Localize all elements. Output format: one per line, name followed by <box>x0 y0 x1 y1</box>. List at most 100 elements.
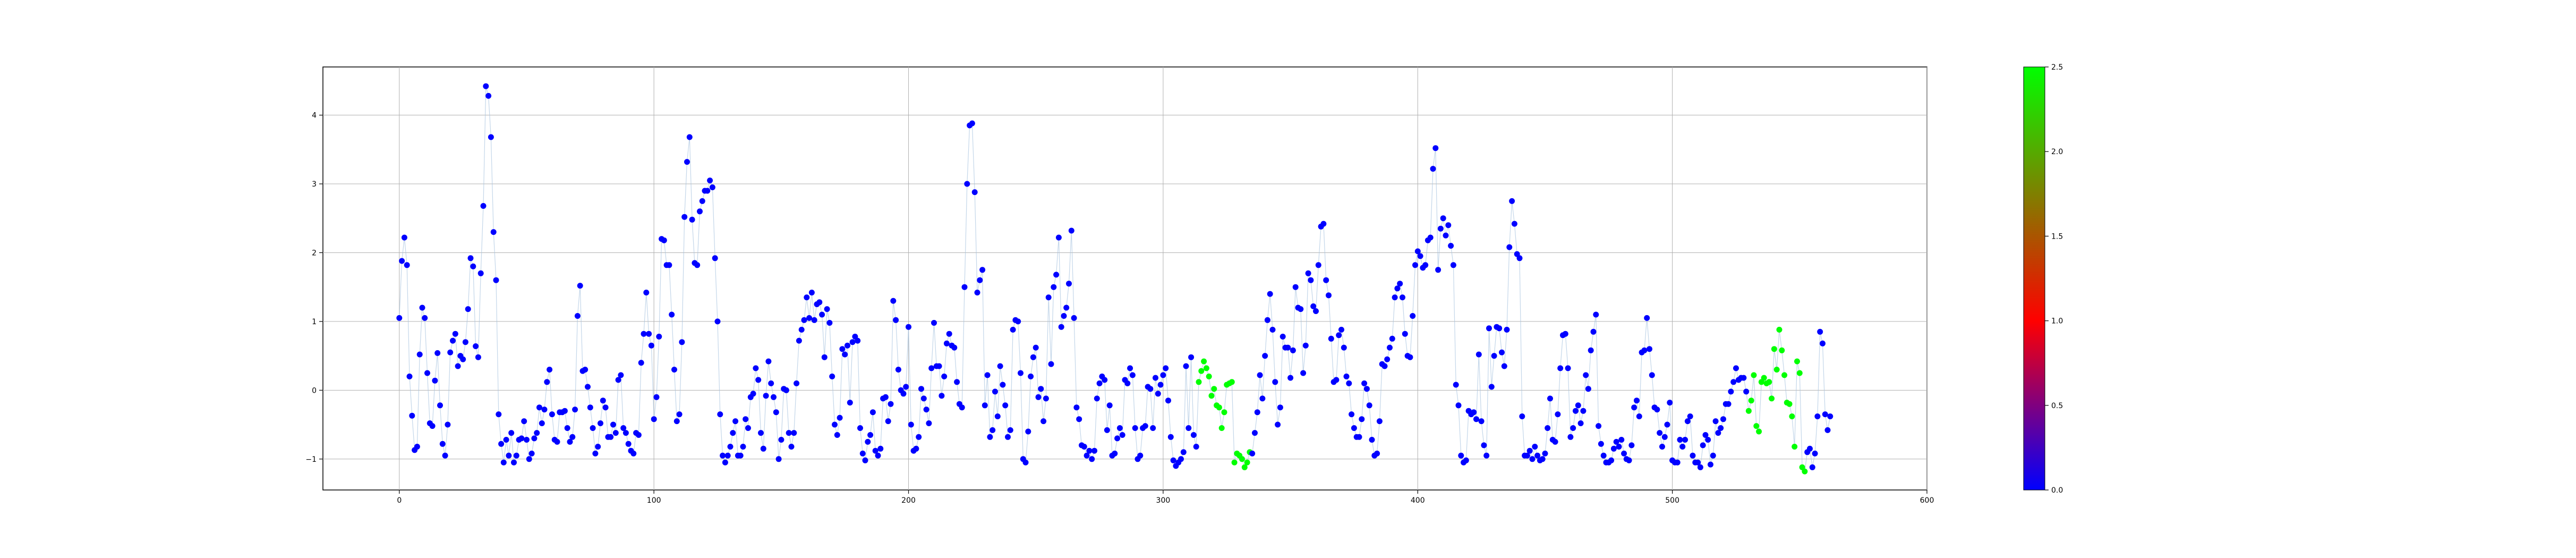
data-point <box>1397 281 1403 287</box>
data-point <box>1369 437 1375 443</box>
data-point <box>686 134 693 140</box>
data-point <box>895 367 901 373</box>
data-point <box>1539 456 1546 462</box>
data-point <box>745 425 751 431</box>
colorbar-tick-label: 1.5 <box>2051 232 2063 241</box>
data-point <box>577 283 583 289</box>
data-point <box>1417 253 1423 259</box>
data-point <box>547 367 553 373</box>
data-point <box>1221 409 1227 416</box>
data-point <box>638 360 644 366</box>
data-point <box>1450 262 1456 268</box>
data-point <box>1336 332 1342 339</box>
data-point <box>847 400 853 406</box>
data-point <box>1725 401 1731 407</box>
data-point <box>755 377 762 383</box>
data-point <box>923 407 929 413</box>
data-point <box>1376 418 1383 425</box>
data-point <box>1127 365 1133 371</box>
data-point <box>1363 386 1370 392</box>
data-point <box>753 365 759 371</box>
data-point <box>1091 447 1097 454</box>
data-point <box>869 409 876 416</box>
data-point <box>1802 468 1808 475</box>
data-point <box>1499 349 1505 356</box>
data-point <box>816 299 823 306</box>
data-point <box>1381 363 1388 369</box>
data-point <box>1259 395 1266 402</box>
data-point <box>1634 398 1640 404</box>
data-point <box>712 255 718 261</box>
data-point <box>982 402 988 409</box>
data-point <box>1610 445 1617 452</box>
data-point <box>1496 325 1503 332</box>
data-point <box>1598 441 1604 447</box>
data-point <box>508 430 515 436</box>
data-point <box>1313 308 1319 314</box>
data-point <box>768 380 774 386</box>
data-point <box>732 418 739 425</box>
data-point <box>1193 444 1199 450</box>
data-point <box>943 340 950 346</box>
data-point <box>1534 452 1541 459</box>
data-point <box>1555 411 1561 418</box>
data-point <box>661 237 667 243</box>
data-point <box>839 346 846 352</box>
data-point <box>524 437 530 443</box>
data-point <box>1812 450 1818 456</box>
data-point <box>1792 444 1798 450</box>
data-point <box>1570 425 1576 431</box>
data-point <box>1733 365 1739 371</box>
data-point <box>485 92 492 99</box>
data-point <box>1208 393 1215 399</box>
data-point <box>1565 365 1571 371</box>
data-point <box>1766 379 1772 385</box>
data-point <box>1621 450 1627 456</box>
data-point <box>1687 413 1693 419</box>
data-point <box>1063 305 1070 311</box>
data-point <box>447 349 454 356</box>
data-point <box>1030 354 1036 360</box>
data-point <box>801 317 807 323</box>
data-point <box>865 438 871 445</box>
data-point <box>1290 347 1296 353</box>
data-point <box>1483 452 1490 459</box>
data-point <box>1157 382 1164 388</box>
data-point <box>697 208 703 215</box>
data-point <box>890 298 897 304</box>
data-point <box>1708 461 1713 468</box>
data-point <box>564 425 570 431</box>
data-point <box>635 432 642 438</box>
data-point <box>1593 311 1599 318</box>
y-tick-label: 3 <box>312 180 317 189</box>
data-point <box>401 234 407 241</box>
data-point <box>1178 456 1184 462</box>
x-tick-label: 100 <box>647 496 661 505</box>
data-point <box>1206 373 1212 379</box>
data-point <box>1275 421 1281 428</box>
data-point <box>1682 437 1688 443</box>
data-point <box>541 407 548 413</box>
data-point <box>1257 372 1263 378</box>
data-point <box>1292 284 1299 290</box>
data-point <box>1407 354 1413 360</box>
data-point <box>1160 372 1166 378</box>
data-point <box>1298 306 1304 312</box>
data-point <box>1320 221 1327 227</box>
data-point <box>1796 370 1803 376</box>
data-point <box>513 452 519 459</box>
data-point <box>997 363 1003 369</box>
data-point <box>1756 428 1762 435</box>
data-point <box>1448 243 1454 249</box>
data-point <box>1690 452 1696 459</box>
data-point <box>1165 398 1171 404</box>
data-point <box>778 437 784 443</box>
data-point <box>1132 425 1138 431</box>
data-point <box>1478 418 1485 425</box>
data-point <box>1351 425 1357 431</box>
data-point <box>1728 388 1734 395</box>
data-point <box>1730 379 1737 385</box>
data-point <box>913 445 919 452</box>
data-point <box>1710 452 1716 459</box>
data-point <box>834 432 840 438</box>
